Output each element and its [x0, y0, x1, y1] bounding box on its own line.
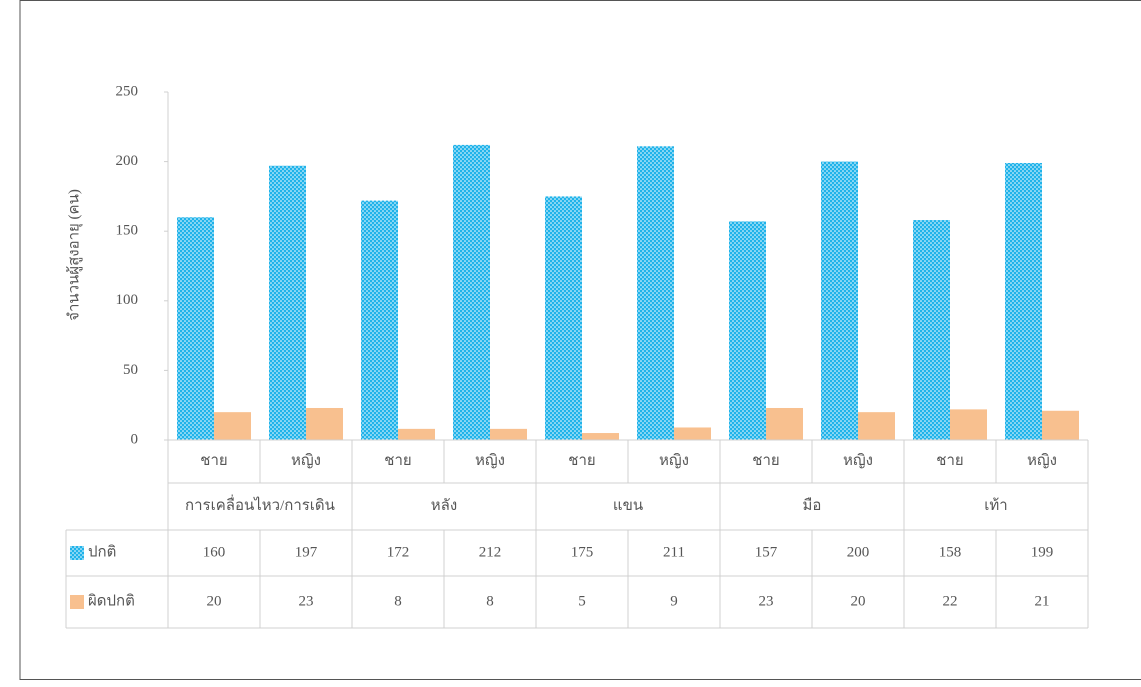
bar — [1005, 162, 1042, 440]
bar — [821, 161, 858, 440]
group-label: มือ — [803, 497, 822, 514]
table-value: 8 — [394, 593, 402, 609]
x-tick-label: หญิง — [291, 452, 321, 469]
bar — [582, 433, 619, 440]
x-tick-label: ชาย — [752, 453, 779, 469]
y-axis-label: จำนวนผู้สูงอายุ (คน) — [65, 189, 83, 321]
table-value: 22 — [943, 593, 958, 609]
bar — [674, 427, 711, 440]
y-tick-label: 200 — [116, 153, 139, 169]
table-value: 8 — [486, 593, 494, 609]
bar — [545, 196, 582, 440]
table-value: 175 — [571, 544, 594, 560]
bar — [177, 217, 214, 440]
bar — [490, 428, 527, 440]
table-value: 199 — [1031, 544, 1054, 560]
x-tick-label: ชาย — [936, 453, 963, 469]
table-value: 21 — [1035, 593, 1050, 609]
table-value: 158 — [939, 544, 962, 560]
group-label: หลัง — [431, 498, 457, 514]
group-label: แขน — [613, 498, 643, 514]
table-value: 172 — [387, 544, 410, 560]
x-tick-label: ชาย — [384, 453, 411, 469]
legend-swatch — [70, 595, 84, 609]
frame — [19, 0, 1141, 680]
legend-label: ปกติ — [88, 543, 116, 560]
x-tick-label: หญิง — [475, 452, 505, 469]
bar — [306, 407, 343, 440]
bar — [729, 221, 766, 440]
bar — [1042, 410, 1079, 440]
legend-swatch — [70, 546, 84, 560]
x-tick-label: ชาย — [200, 453, 227, 469]
y-tick-label: 150 — [116, 223, 139, 239]
bar — [214, 412, 251, 440]
group-label: การเคลื่อนไหว/การเดิน — [185, 494, 335, 514]
y-tick-label: 100 — [116, 292, 139, 308]
table-value: 211 — [663, 544, 685, 560]
y-tick-label: 0 — [131, 431, 139, 447]
bar — [913, 220, 950, 440]
bar — [950, 409, 987, 440]
table-value: 197 — [295, 544, 318, 560]
table-value: 23 — [759, 593, 774, 609]
bar — [453, 144, 490, 440]
bar — [361, 200, 398, 440]
table-value: 200 — [847, 544, 870, 560]
bar — [269, 165, 306, 440]
table-value: 5 — [578, 593, 586, 609]
legend-label: ผิดปกติ — [88, 592, 135, 609]
x-tick-label: ชาย — [568, 453, 595, 469]
x-tick-label: หญิง — [659, 452, 689, 469]
table-value: 23 — [299, 593, 314, 609]
table-value: 20 — [851, 593, 866, 609]
table-value: 160 — [203, 544, 226, 560]
bar — [637, 146, 674, 440]
bar — [766, 407, 803, 440]
table-value: 212 — [479, 544, 502, 560]
bar — [858, 412, 895, 440]
y-tick-label: 250 — [116, 83, 139, 99]
table-value: 9 — [670, 593, 678, 609]
table-value: 157 — [755, 544, 778, 560]
table-value: 20 — [207, 593, 222, 609]
y-tick-label: 50 — [123, 362, 138, 378]
group-label: เท้า — [984, 497, 1007, 514]
bar — [398, 428, 435, 440]
x-tick-label: หญิง — [843, 452, 873, 469]
x-tick-label: หญิง — [1027, 452, 1057, 469]
